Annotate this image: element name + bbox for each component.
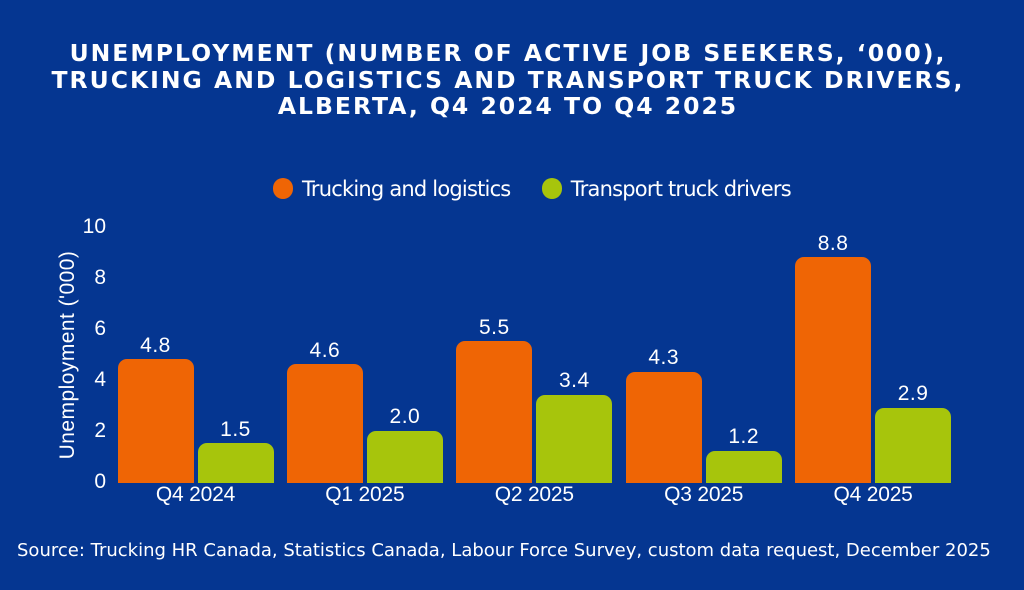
bar-value-label: 4.3 — [648, 346, 680, 370]
y-tick-2: 2 — [94, 418, 106, 442]
bar-value-label: 8.8 — [817, 231, 849, 255]
legend-item-2: Transport truck drivers — [541, 176, 792, 201]
y-tick-0: 0 — [94, 469, 106, 493]
bar-value-label: 3.4 — [558, 369, 590, 393]
chart-title-line-1: UNEMPLOYMENT (NUMBER OF ACTIVE JOB SEEKE… — [69, 39, 947, 67]
chart-title-line-2: TRUCKING AND LOGISTICS AND TRANSPORT TRU… — [51, 65, 965, 94]
bar-trucking-and-logistics-q2-2025 — [456, 341, 533, 483]
bar-value-label: 4.8 — [140, 333, 171, 357]
bar-transport-truck-drivers-q4-2024 — [197, 443, 274, 483]
bar-value-label: 5.5 — [478, 315, 510, 339]
bar-transport-truck-drivers-q1-2025 — [366, 430, 443, 483]
bar-trucking-and-logistics-q4-2024 — [117, 359, 194, 483]
bar-value-label: 1.2 — [728, 425, 760, 449]
x-tick-q4-2025: Q4 2025 — [833, 482, 913, 506]
y-tick-6: 6 — [94, 316, 106, 340]
y-axis-title: Unemployment ('000) — [56, 250, 79, 460]
x-tick-q3-2025: Q3 2025 — [664, 482, 744, 506]
bar-value-label: 2.0 — [389, 405, 421, 428]
y-tick-10: 10 — [82, 214, 106, 238]
bar-value-label: 2.9 — [897, 382, 929, 406]
bar-transport-truck-drivers-q4-2025 — [875, 407, 952, 483]
x-tick-q2-2025: Q2 2025 — [494, 482, 574, 506]
bar-transport-truck-drivers-q3-2025 — [705, 450, 782, 483]
bar-transport-truck-drivers-q2-2025 — [536, 394, 613, 483]
legend-item-1: Trucking and logistics — [272, 176, 511, 201]
y-tick-4: 4 — [94, 367, 106, 391]
legend-label-2: Transport truck drivers — [570, 176, 792, 201]
legend: Trucking and logistics Transport truck dr… — [0, 176, 1024, 201]
bar-value-label: 1.5 — [220, 417, 251, 441]
chart-title-line-3: ALBERTA, Q4 2024 TO Q4 2025 — [277, 92, 739, 120]
y-tick-8: 8 — [94, 265, 106, 289]
bar-value-label: 4.6 — [309, 338, 341, 362]
legend-label-1: Trucking and logistics — [301, 176, 511, 201]
x-tick-q1-2025: Q1 2025 — [325, 482, 405, 506]
bar-trucking-and-logistics-q4-2025 — [795, 257, 872, 483]
x-tick-q4-2024: Q4 2024 — [155, 482, 236, 506]
legend-dot-2 — [541, 178, 563, 199]
bar-trucking-and-logistics-q3-2025 — [625, 371, 702, 483]
legend-dot-1 — [272, 178, 294, 199]
bar-trucking-and-logistics-q1-2025 — [286, 364, 363, 483]
source-note: Source: Trucking HR Canada, Statistics C… — [17, 540, 991, 561]
chart-title: UNEMPLOYMENT (NUMBER OF ACTIVE JOB SEEKE… — [0, 40, 1020, 120]
